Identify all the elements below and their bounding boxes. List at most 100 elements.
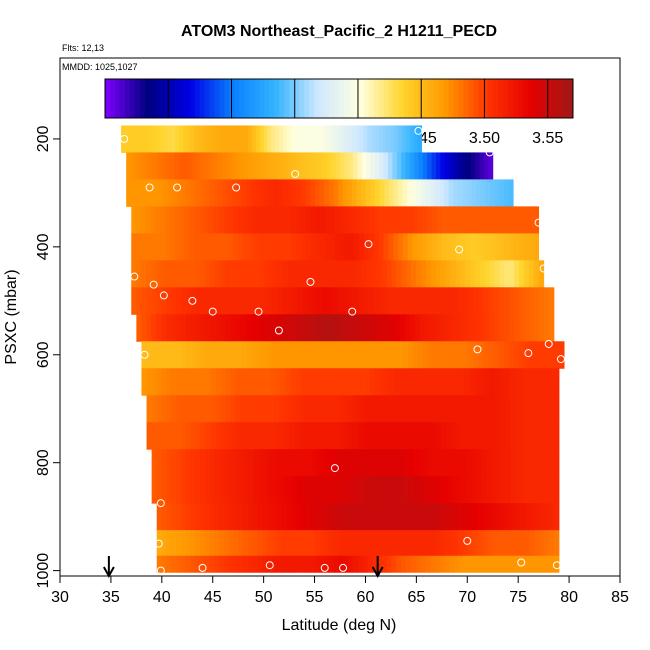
- heatmap-cell: [161, 368, 167, 396]
- heatmap-cell: [217, 125, 222, 153]
- heatmap-cell: [325, 125, 330, 153]
- heatmap-cell: [277, 287, 283, 315]
- heatmap-cell: [372, 503, 378, 531]
- heatmap-cell: [196, 314, 202, 342]
- heatmap-cell: [248, 125, 253, 153]
- heatmap-cell: [415, 503, 421, 531]
- heatmap-cell: [156, 341, 163, 369]
- heatmap-cell: [199, 179, 205, 207]
- colorbar-cell: [314, 79, 320, 118]
- heatmap-cell: [287, 449, 293, 477]
- heatmap-cell: [151, 422, 157, 450]
- heatmap-cell: [335, 476, 342, 504]
- heatmap-cell: [181, 314, 187, 342]
- heatmap-cell: [186, 287, 193, 315]
- heatmap-cell: [539, 449, 545, 477]
- heatmap-cell: [420, 555, 426, 573]
- heatmap-cell: [402, 287, 409, 315]
- heatmap-cell: [498, 341, 505, 369]
- heatmap-cell: [451, 233, 457, 261]
- heatmap-cell: [499, 206, 506, 234]
- heatmap-cell: [482, 503, 488, 531]
- heatmap-cell: [126, 152, 132, 180]
- heatmap-cell: [493, 341, 500, 369]
- heatmap-cell: [495, 422, 501, 450]
- colorbar-cell: [428, 79, 435, 118]
- heatmap-cell: [204, 476, 211, 504]
- heatmap-cell: [218, 206, 224, 234]
- heatmap-cell: [190, 125, 195, 153]
- heatmap-cell: [209, 476, 216, 504]
- heatmap-cell: [200, 449, 206, 477]
- heatmap-cell: [379, 152, 385, 180]
- heatmap-cell: [506, 555, 512, 573]
- heatmap-cell: [306, 449, 313, 477]
- sample-point: [552, 561, 561, 570]
- heatmap-cell: [214, 530, 220, 557]
- heatmap-cell: [422, 206, 428, 234]
- heatmap-cell: [368, 233, 375, 261]
- heatmap-cell: [439, 503, 445, 531]
- heatmap-cell: [191, 341, 198, 369]
- heatmap-cell: [283, 260, 289, 288]
- heatmap-cell: [448, 530, 455, 557]
- heatmap-cell: [165, 260, 172, 288]
- heatmap-cell: [145, 233, 152, 261]
- heatmap-cell: [348, 125, 353, 153]
- heatmap-cell: [200, 422, 206, 450]
- heatmap-cell: [185, 503, 191, 531]
- heatmap-cell: [292, 341, 298, 369]
- heatmap-cell: [339, 206, 346, 234]
- heatmap-cell: [352, 341, 359, 369]
- heatmap-cell: [549, 476, 555, 504]
- heatmap-cell: [252, 206, 258, 234]
- heatmap-cell: [248, 449, 254, 477]
- heatmap-cell: [285, 368, 292, 396]
- heatmap-cell: [396, 503, 402, 531]
- heatmap-cell: [391, 503, 397, 531]
- heatmap-cell: [201, 287, 208, 315]
- heatmap-cell: [298, 260, 304, 288]
- x-tick-label: 70: [458, 589, 476, 606]
- heatmap-cell: [501, 530, 507, 557]
- heatmap-cell: [259, 125, 265, 153]
- heatmap-cell: [488, 341, 495, 369]
- heatmap-cell: [156, 555, 163, 573]
- x-axis: 30 35 40 45 50 55 60 65 70 75 80 85: [51, 576, 629, 606]
- heatmap-cell: [234, 395, 241, 423]
- heatmap-cell: [324, 555, 330, 573]
- colorbar-cell: [383, 79, 390, 118]
- heatmap-cell: [327, 260, 334, 288]
- heatmap-cell: [350, 314, 356, 342]
- heatmap-cell: [349, 233, 355, 261]
- heatmap-cell: [426, 395, 432, 423]
- colorbar-frame: [104, 78, 574, 119]
- heatmap-cell: [262, 233, 268, 261]
- heatmap-cell: [388, 206, 394, 234]
- sample-point: [544, 339, 553, 348]
- heatmap-cell: [372, 555, 378, 573]
- heatmap-cell: [424, 530, 431, 557]
- heatmap-cell: [205, 314, 212, 342]
- heatmap-cell: [439, 314, 445, 342]
- heatmap-cell: [361, 152, 367, 180]
- colorbar-cell: [448, 79, 455, 118]
- heatmap-cell: [538, 314, 545, 342]
- heatmap-cell: [405, 152, 411, 180]
- colorbar-cell: [438, 79, 445, 118]
- heatmap-cell: [160, 233, 166, 261]
- heatmap-cell: [292, 287, 298, 315]
- sample-point: [414, 126, 423, 135]
- heatmap-cell: [316, 476, 322, 504]
- heatmap-cell: [174, 206, 181, 234]
- heatmap-cell: [307, 341, 313, 369]
- heatmap-cell: [293, 422, 300, 450]
- heatmap-cell: [131, 206, 137, 234]
- heatmap-cell: [494, 314, 500, 342]
- heatmap-cell: [313, 152, 319, 180]
- heatmap-cell: [348, 555, 354, 573]
- heatmap-cell: [225, 368, 232, 396]
- heatmap-cell: [419, 368, 426, 396]
- heatmap-cell: [389, 368, 396, 396]
